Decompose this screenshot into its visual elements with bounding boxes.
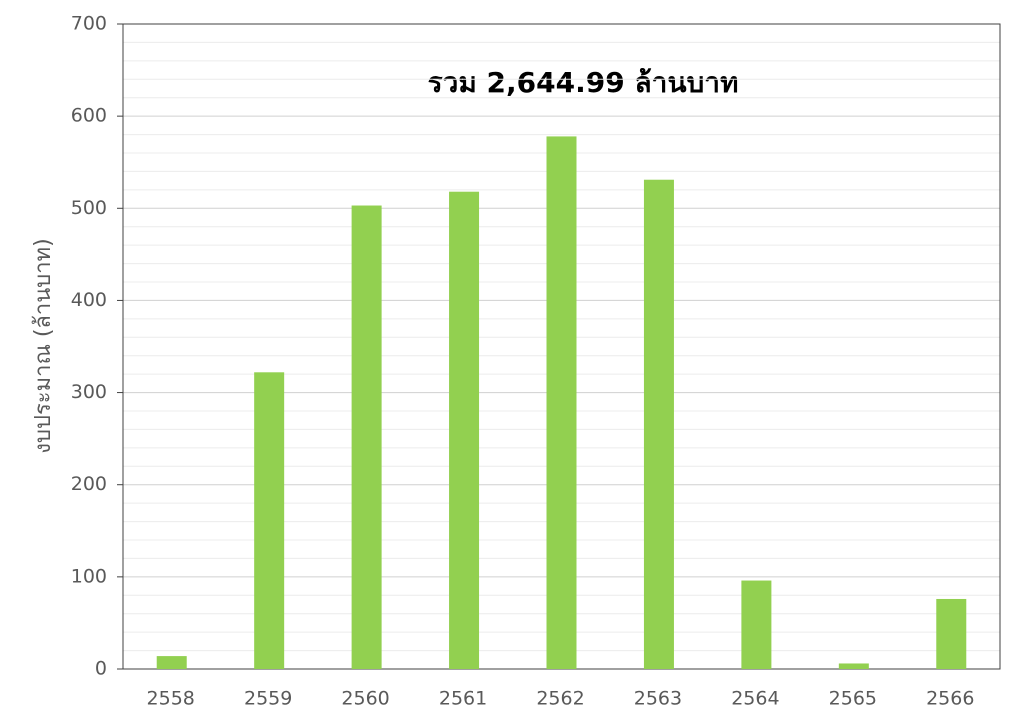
- x-tick-label: 2563: [634, 688, 682, 710]
- x-tick-label: 2566: [926, 688, 974, 710]
- x-tick-label: 2559: [244, 688, 292, 710]
- y-tick-label: 200: [71, 473, 107, 495]
- y-axis-label: งบประมาณ (ล้านบาท): [31, 238, 56, 453]
- annotation: รวม 2,644.99 ล้านบาท: [428, 66, 739, 99]
- x-tick-label: 2561: [439, 688, 487, 710]
- bar: [643, 179, 674, 669]
- x-tick-label: 2558: [147, 688, 195, 710]
- y-tick-label: 700: [71, 13, 107, 35]
- y-tick-label: 0: [95, 658, 107, 680]
- y-tick-label: 100: [71, 565, 107, 587]
- bar: [254, 372, 285, 669]
- bar: [936, 598, 967, 669]
- y-tick-label: 400: [71, 289, 107, 311]
- bar: [351, 205, 382, 669]
- bar: [838, 663, 869, 669]
- x-tick-label: 2565: [829, 688, 877, 710]
- y-tick-label: 500: [71, 197, 107, 219]
- bar: [741, 580, 772, 669]
- x-tick-label: 2562: [536, 688, 584, 710]
- bar: [156, 656, 187, 669]
- bar: [449, 191, 480, 669]
- y-tick-label: 300: [71, 381, 107, 403]
- x-tick-label: 2564: [731, 688, 779, 710]
- y-tick-label: 600: [71, 105, 107, 127]
- bar: [546, 136, 577, 669]
- x-tick-label: 2560: [341, 688, 389, 710]
